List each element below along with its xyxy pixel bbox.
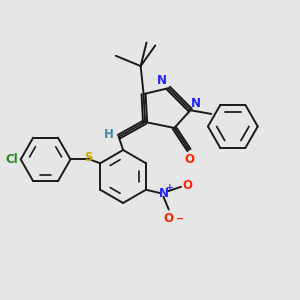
Text: N: N xyxy=(158,187,169,200)
Text: H: H xyxy=(103,128,113,141)
Text: N: N xyxy=(156,74,167,87)
Text: O: O xyxy=(182,179,193,192)
Text: Cl: Cl xyxy=(6,153,18,166)
Text: O: O xyxy=(184,153,194,166)
Text: O: O xyxy=(164,212,174,225)
Text: +: + xyxy=(166,184,174,193)
Text: N: N xyxy=(191,97,201,110)
Text: S: S xyxy=(84,152,92,164)
Text: −: − xyxy=(176,214,184,224)
